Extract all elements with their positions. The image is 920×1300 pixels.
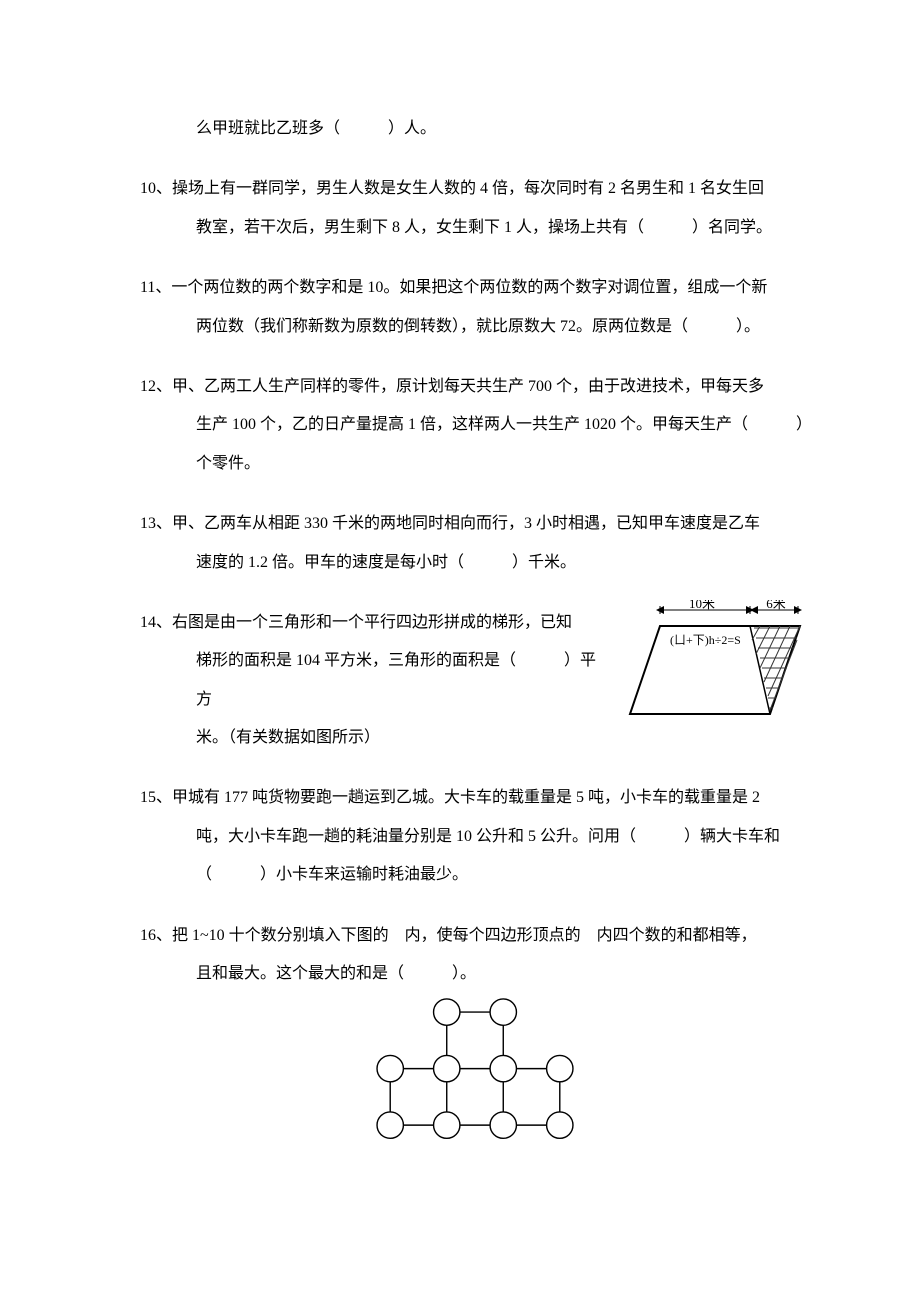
q11-text1: 一个两位数的两个数字和是 10。如果把这个两位数的两个数字对调位置，组成一个新 — [171, 279, 767, 296]
q11-line2: 两位数（我们称新数为原数的倒转数），就比原数大 72。原两位数是（ ）。 — [140, 308, 810, 346]
q14-num: 14、 — [140, 614, 172, 631]
q15: 15、甲城有 177 吨货物要跑一趟运到乙城。大卡车的载重量是 5 吨，小卡车的… — [140, 779, 810, 894]
trapezoid-svg: 10米 6米 — [620, 600, 810, 720]
q15-num: 15、 — [140, 789, 172, 806]
q12-text1: 甲、乙两工人生产同样的零件，原计划每天共生产 700 个，由于改进技术，甲每天多 — [172, 378, 764, 395]
circles-svg — [345, 997, 605, 1144]
q16-line2: 且和最大。这个最大的和是（ ）。 — [140, 955, 810, 993]
q12-num: 12、 — [140, 378, 172, 395]
q10-line1: 10、操场上有一群同学，男生人数是女生人数的 4 倍，每次同时有 2 名男生和 … — [140, 170, 810, 208]
q15-line3: （ ）小卡车来运输时耗油最少。 — [140, 856, 810, 894]
q13: 13、甲、乙两车从相距 330 千米的两地同时相向而行，3 小时相遇，已知甲车速… — [140, 505, 810, 582]
q14-line1: 14、右图是由一个三角形和一个平行四边形拼成的梯形，已知 — [140, 604, 608, 642]
label-6m: 6米 — [766, 600, 786, 611]
q13-line2: 速度的 1.2 倍。甲车的速度是每小时（ ）千米。 — [140, 544, 810, 582]
q14: 14、右图是由一个三角形和一个平行四边形拼成的梯形，已知 梯形的面积是 104 … — [140, 604, 810, 758]
q12: 12、甲、乙两工人生产同样的零件，原计划每天共生产 700 个，由于改进技术，甲… — [140, 368, 810, 483]
q10-line2: 教室，若干次后，男生剩下 8 人，女生剩下 1 人，操场上共有（ ）名同学。 — [140, 209, 810, 247]
q16: 16、把 1~10 十个数分别填入下图的 内，使每个四边形顶点的 内四个数的和都… — [140, 917, 810, 1145]
q14-line2: 梯形的面积是 104 平方米，三角形的面积是（ ）平方 — [140, 642, 608, 719]
q11-line1: 11、一个两位数的两个数字和是 10。如果把这个两位数的两个数字对调位置，组成一… — [140, 269, 810, 307]
q13-text1: 甲、乙两车从相距 330 千米的两地同时相向而行，3 小时相遇，已知甲车速度是乙… — [172, 515, 760, 532]
q14-text1: 右图是由一个三角形和一个平行四边形拼成的梯形，已知 — [172, 614, 572, 631]
q13-line1: 13、甲、乙两车从相距 330 千米的两地同时相向而行，3 小时相遇，已知甲车速… — [140, 505, 810, 543]
q16-num: 16、 — [140, 927, 172, 944]
label-10m: 10米 — [689, 600, 715, 611]
q9-continuation: 么甲班就比乙班多（ ）人。 — [140, 110, 810, 148]
q16-line1: 16、把 1~10 十个数分别填入下图的 内，使每个四边形顶点的 内四个数的和都… — [140, 917, 810, 955]
q15-line1: 15、甲城有 177 吨货物要跑一趟运到乙城。大卡车的载重量是 5 吨，小卡车的… — [140, 779, 810, 817]
q13-num: 13、 — [140, 515, 172, 532]
q10: 10、操场上有一群同学，男生人数是女生人数的 4 倍，每次同时有 2 名男生和 … — [140, 170, 810, 247]
q12-line1: 12、甲、乙两工人生产同样的零件，原计划每天共生产 700 个，由于改进技术，甲… — [140, 368, 810, 406]
q10-text1: 操场上有一群同学，男生人数是女生人数的 4 倍，每次同时有 2 名男生和 1 名… — [172, 180, 764, 197]
circles-figure — [345, 997, 605, 1144]
q15-text1: 甲城有 177 吨货物要跑一趟运到乙城。大卡车的载重量是 5 吨，小卡车的载重量… — [172, 789, 760, 806]
formula-annotation: (ㄩ+下)h÷2=S — [670, 633, 741, 647]
q9-text: 么甲班就比乙班多（ ）人。 — [140, 110, 810, 148]
q10-num: 10、 — [140, 180, 172, 197]
q12-line3: 个零件。 — [140, 445, 810, 483]
q12-line2: 生产 100 个，乙的日产量提高 1 倍，这样两人一共生产 1020 个。甲每天… — [140, 406, 810, 444]
q14-line3: 米。（有关数据如图所示） — [140, 719, 608, 757]
exam-page: 么甲班就比乙班多（ ）人。 10、操场上有一群同学，男生人数是女生人数的 4 倍… — [0, 0, 920, 1226]
trapezoid-figure: 10米 6米 — [620, 600, 810, 720]
q11-num: 11、 — [140, 279, 171, 296]
q11: 11、一个两位数的两个数字和是 10。如果把这个两位数的两个数字对调位置，组成一… — [140, 269, 810, 346]
q15-line2: 吨，大小卡车跑一趟的耗油量分别是 10 公升和 5 公升。问用（ ）辆大卡车和 — [140, 818, 810, 856]
q16-text1: 把 1~10 十个数分别填入下图的 内，使每个四边形顶点的 内四个数的和都相等， — [172, 927, 757, 944]
